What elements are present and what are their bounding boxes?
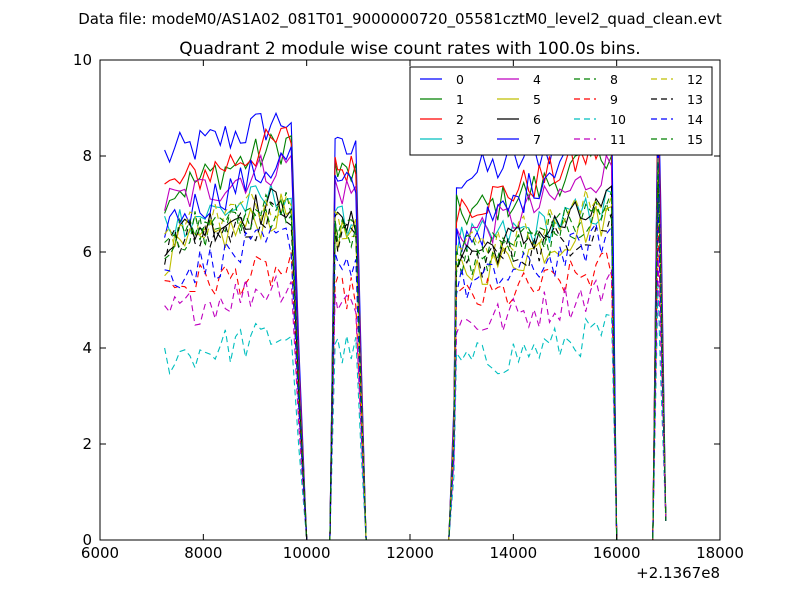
series-line-5 xyxy=(164,172,667,541)
legend-label-5: 5 xyxy=(533,92,541,107)
legend-label-6: 6 xyxy=(533,112,541,127)
legend-label-8: 8 xyxy=(610,72,618,87)
series-line-1 xyxy=(164,102,667,541)
legend-label-10: 10 xyxy=(610,112,626,127)
series-line-8 xyxy=(164,171,667,541)
x-tick-label: 12000 xyxy=(386,544,434,562)
legend-label-13: 13 xyxy=(687,92,703,107)
x-offset-label: +2.1367e8 xyxy=(636,564,720,582)
x-tick-label: 6000 xyxy=(81,544,119,562)
y-tick-label: 2 xyxy=(82,435,92,453)
series-line-15 xyxy=(164,162,667,541)
legend-label-7: 7 xyxy=(533,132,541,147)
legend-label-15: 15 xyxy=(687,132,703,147)
x-tick-label: 10000 xyxy=(283,544,331,562)
series-line-7 xyxy=(164,94,667,541)
series-line-2 xyxy=(164,92,667,541)
series-line-10 xyxy=(164,284,667,541)
legend-label-1: 1 xyxy=(456,92,464,107)
legend-label-11: 11 xyxy=(610,132,626,147)
y-tick-label: 8 xyxy=(82,147,92,165)
x-tick-label: 16000 xyxy=(593,544,641,562)
legend-label-4: 4 xyxy=(533,72,541,87)
series-line-11 xyxy=(164,253,667,541)
y-tick-label: 0 xyxy=(82,531,92,549)
y-tick-label: 10 xyxy=(73,51,92,69)
chart-title: Quadrant 2 module wise count rates with … xyxy=(179,39,640,59)
y-tick-label: 4 xyxy=(82,339,92,357)
legend-label-12: 12 xyxy=(687,72,703,87)
x-tick-label: 18000 xyxy=(696,544,744,562)
series-line-9 xyxy=(164,224,667,541)
legend-box xyxy=(409,66,713,156)
legend-label-0: 0 xyxy=(456,72,464,87)
legend-label-3: 3 xyxy=(456,132,464,147)
x-tick-label: 8000 xyxy=(184,544,222,562)
x-tick-label: 14000 xyxy=(489,544,537,562)
series-line-4 xyxy=(164,127,667,541)
series-line-13 xyxy=(164,181,667,541)
legend-label-14: 14 xyxy=(687,112,703,127)
y-tick-label: 6 xyxy=(82,243,92,261)
series-line-14 xyxy=(164,196,667,541)
chart-suptitle: Data file: modeM0/AS1A02_081T01_90000007… xyxy=(78,10,722,29)
legend-label-9: 9 xyxy=(610,92,618,107)
legend-label-2: 2 xyxy=(456,112,464,127)
series-line-3 xyxy=(164,162,667,541)
